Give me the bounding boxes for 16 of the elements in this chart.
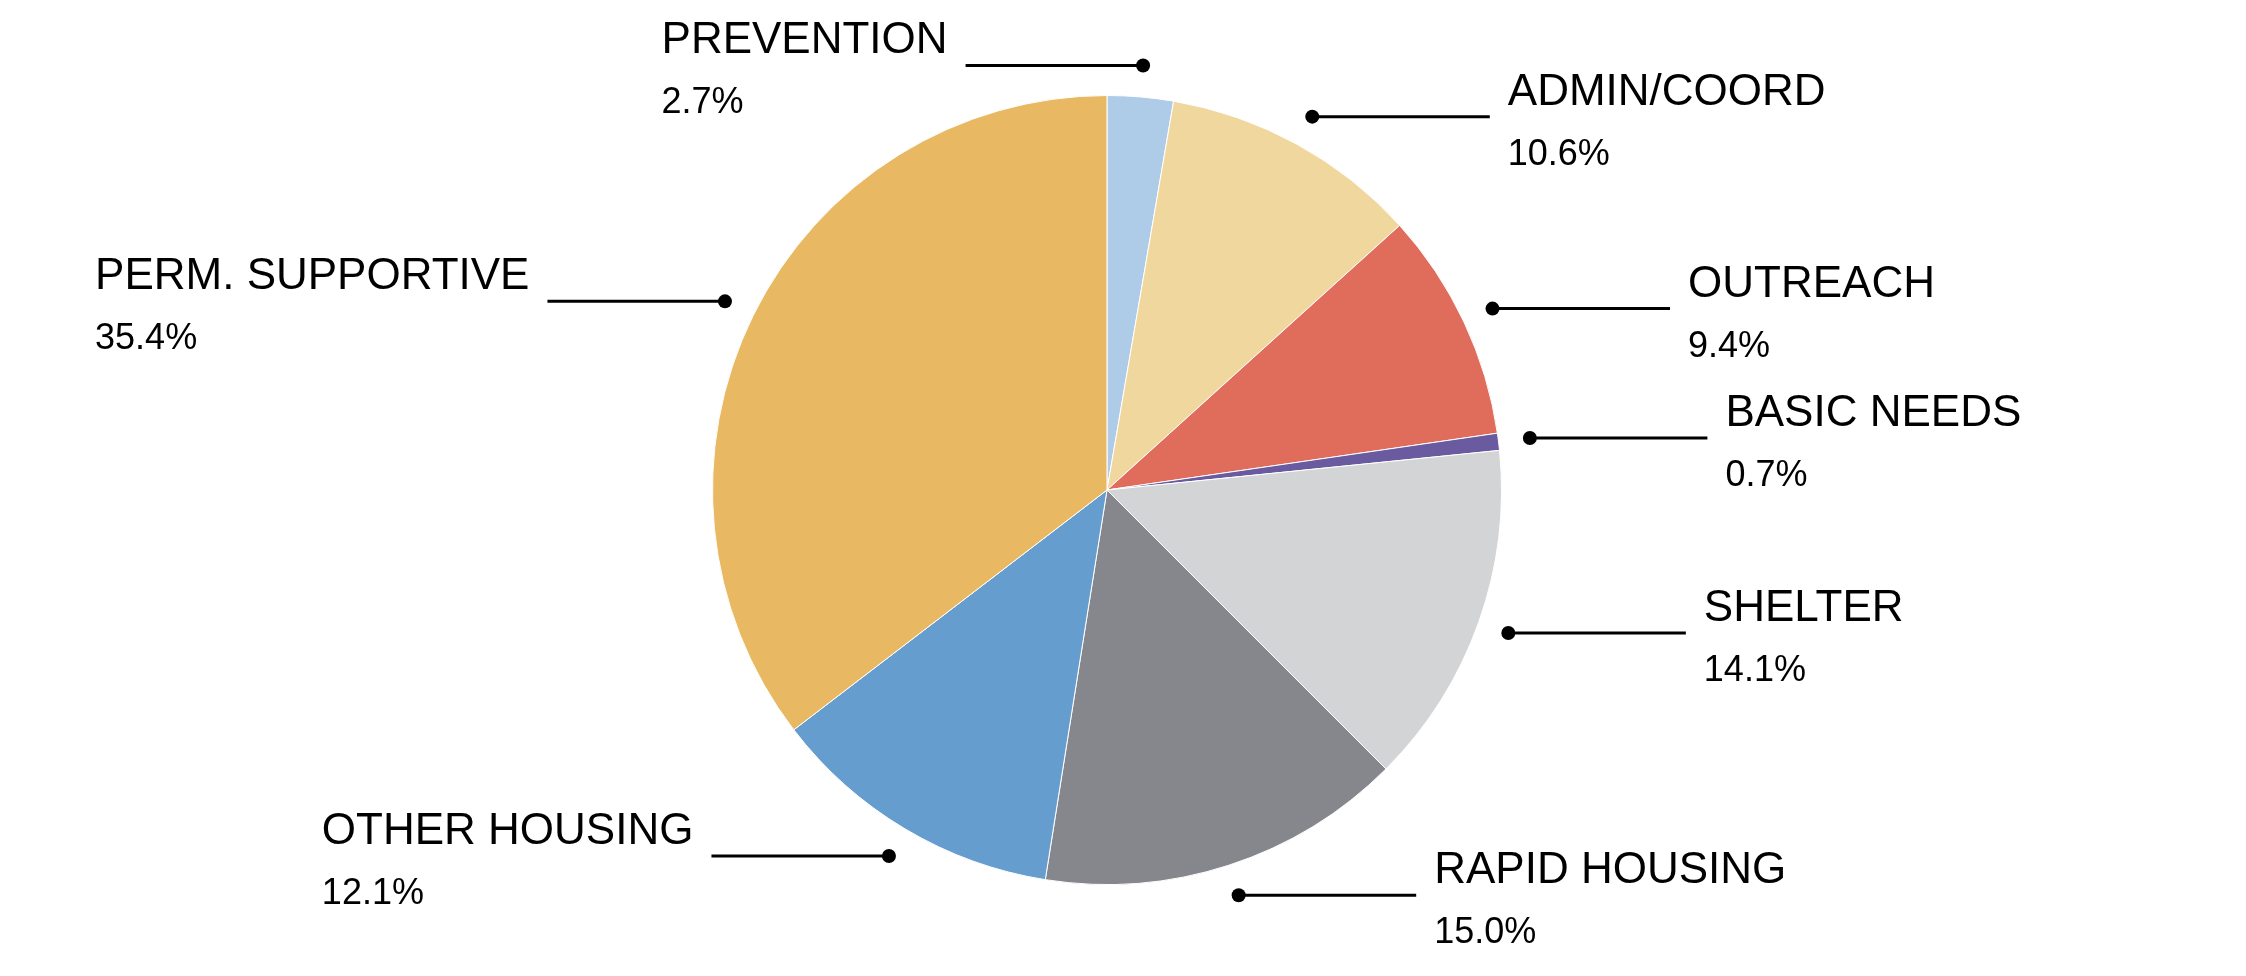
data-label: 15.0% (1434, 910, 1537, 952)
data-label: 12.1% (321, 871, 424, 913)
slice-label: SHELTER (1703, 581, 1904, 631)
slice-label: BASIC NEEDS (1725, 385, 2022, 435)
data-label: 9.4% (1688, 323, 1771, 365)
data-label: 2.7% (661, 80, 744, 122)
slice-label: OUTREACH (1688, 256, 1935, 306)
slice-label: OTHER HOUSING (321, 804, 694, 854)
data-label: 10.6% (1507, 131, 1610, 173)
slice-label: RAPID HOUSING (1434, 843, 1787, 893)
data-label: 0.7% (1725, 452, 1808, 494)
slice-label: PREVENTION (661, 13, 948, 63)
data-label: 14.1% (1703, 648, 1806, 690)
slice-label: ADMIN/COORD (1507, 64, 1826, 114)
slice-label: PERM. SUPPORTIVE (95, 249, 530, 299)
data-label: 35.4% (95, 316, 198, 358)
